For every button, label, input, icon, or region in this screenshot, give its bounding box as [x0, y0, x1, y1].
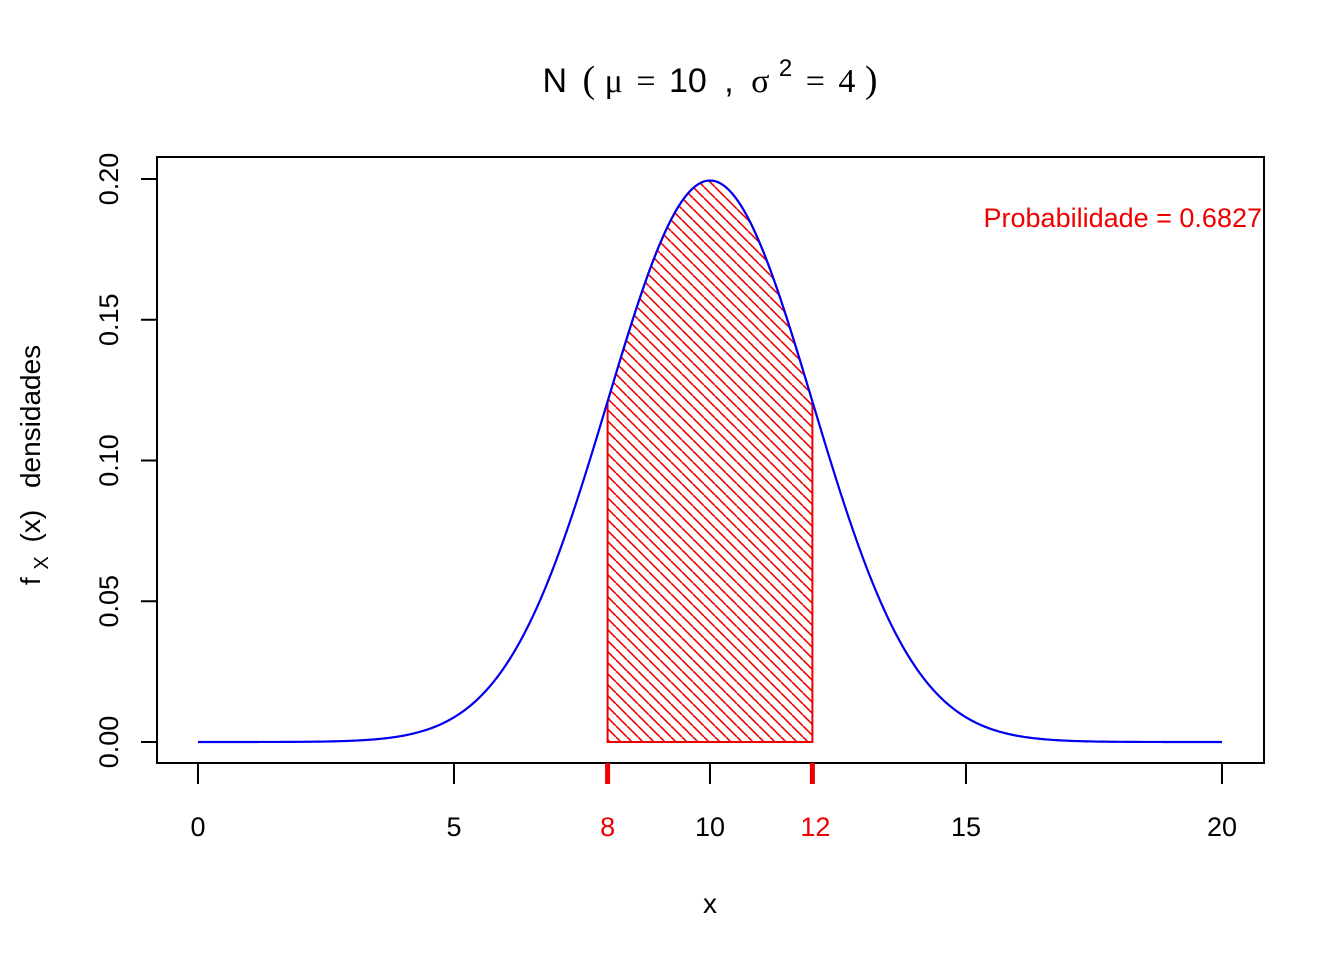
- y-tick-label: 0.00: [94, 716, 124, 769]
- x-tick-label: 0: [190, 812, 205, 842]
- title-variance: 4: [838, 63, 855, 100]
- ylabel-arg: (x): [15, 510, 46, 543]
- title-comma: ,: [724, 62, 733, 100]
- y-tick-label: 0.10: [94, 434, 124, 487]
- x-tick-label: 20: [1207, 812, 1237, 842]
- x-tick-label: 5: [446, 812, 461, 842]
- title-n: N: [543, 62, 568, 100]
- chart-title: N ( μ = 10 , σ 2 = 4 ): [543, 46, 878, 101]
- y-axis: 0.00 0.05 0.10 0.15 0.20: [94, 153, 158, 769]
- x-tick-label: 10: [695, 812, 725, 842]
- title-eq-2: =: [806, 63, 825, 100]
- y-tick-label: 0.15: [94, 293, 124, 346]
- y-axis-label: f X (x) densidades: [15, 345, 54, 585]
- highlight-marks: 8 12: [600, 763, 830, 842]
- highlight-tick-label: 12: [800, 812, 830, 842]
- title-sup: 2: [779, 55, 792, 82]
- y-tick-label: 0.20: [94, 153, 124, 206]
- x-axis-label: x: [703, 888, 717, 919]
- probability-annotation: Probabilidade = 0.6827: [984, 203, 1262, 233]
- x-tick-label: 15: [951, 812, 981, 842]
- y-tick-label: 0.05: [94, 575, 124, 628]
- probability-area-fill: [607, 180, 813, 743]
- title-sigma: σ: [751, 63, 769, 100]
- ylabel-sub: X: [31, 556, 53, 569]
- ylabel-word: densidades: [15, 345, 46, 488]
- x-axis: 0 5 10 15 20: [190, 762, 1237, 842]
- density-curve: [198, 179, 1222, 744]
- title-mu: μ: [605, 63, 623, 100]
- title-mean: 10: [669, 62, 707, 100]
- title-eq-1: =: [636, 63, 655, 100]
- highlight-tick-label: 8: [600, 812, 615, 842]
- ylabel-f: f: [15, 577, 46, 585]
